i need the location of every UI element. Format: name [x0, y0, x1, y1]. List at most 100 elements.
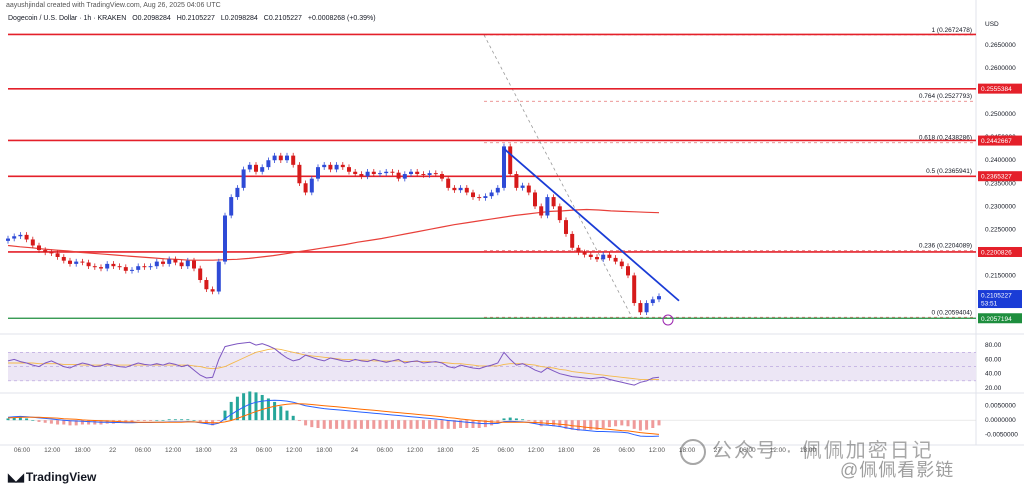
x-tick-label: 18:00 — [195, 447, 212, 454]
candle-body — [61, 256, 66, 261]
macd-histogram-bar — [204, 420, 208, 424]
candle-body — [632, 275, 637, 304]
macd-histogram-bar — [310, 420, 314, 428]
candle-body — [185, 260, 190, 267]
resistance-price-tag-text: 0.2442667 — [981, 138, 1012, 145]
macd-histogram-bar — [25, 418, 29, 421]
candle-body — [477, 197, 482, 199]
wechat-icon — [680, 438, 706, 465]
macd-histogram-bar — [229, 401, 233, 421]
candle-body — [464, 187, 469, 193]
candle-body — [247, 164, 252, 170]
macd-histogram-bar — [12, 417, 16, 421]
macd-histogram-bar — [198, 420, 202, 422]
candle-body — [210, 289, 215, 292]
y-tick-label: 0.2500000 — [985, 111, 1016, 118]
moving-average-line — [7, 208, 660, 261]
resistance-price-tag-text: 0.2200826 — [981, 249, 1012, 256]
macd-histogram-bar — [403, 420, 407, 429]
candle-body — [446, 178, 451, 188]
last-price-tag — [978, 290, 1022, 309]
macd-histogram-bar — [434, 420, 438, 429]
macd-histogram-bar — [620, 420, 624, 426]
macd-histogram-bar — [186, 419, 190, 421]
resistance-price-tag — [978, 171, 1022, 182]
candle-body — [204, 280, 209, 290]
candle-body — [353, 171, 358, 175]
candle-body — [347, 167, 351, 172]
x-tick-label: 06:00 — [739, 447, 756, 454]
candle-body — [309, 178, 314, 193]
candle-body — [216, 261, 221, 292]
candle-body — [365, 171, 370, 177]
y-tick-label: 0.2150000 — [985, 272, 1016, 279]
macd-histogram-bar — [49, 420, 53, 424]
macd-histogram-bar — [167, 419, 171, 421]
macd-histogram-bar — [173, 419, 177, 421]
ohlc-change: +0.0008268 (+0.39%) — [307, 15, 376, 22]
symbol-name[interactable]: Dogecoin / U.S. Dollar · 1h · KRAKEN — [8, 15, 127, 22]
candle-body — [192, 260, 196, 269]
candle-body — [334, 164, 339, 170]
ohlc-close: C0.2105227 — [263, 15, 302, 22]
candle-body — [322, 164, 327, 168]
candle-body — [489, 192, 494, 197]
macd-histogram-bar — [335, 420, 339, 429]
candle-body — [390, 171, 395, 173]
macd-histogram-bar — [341, 420, 345, 429]
x-tick-label: 26 — [593, 447, 601, 454]
macd-histogram-bar — [37, 420, 41, 422]
candle-body — [6, 238, 10, 241]
macd-histogram-bar — [18, 417, 22, 421]
macd-histogram-bar — [6, 418, 10, 421]
fib-level-label: 0 (0.2059404) — [932, 309, 972, 316]
candle-body — [495, 187, 500, 193]
macd-histogram-bar — [43, 420, 47, 423]
candle-body — [340, 164, 345, 168]
macd-histogram-bar — [614, 420, 618, 427]
x-tick-label: 12:00 — [286, 447, 303, 454]
candle-body — [260, 167, 265, 172]
macd-histogram-bar — [155, 420, 159, 421]
candle-body — [402, 174, 407, 179]
y-tick-label: 0.2350000 — [985, 180, 1016, 187]
candle-body — [378, 173, 382, 175]
candle-body — [458, 187, 463, 191]
x-tick-label: 18:00 — [316, 447, 333, 454]
ohlc-high: H0.2105227 — [176, 15, 215, 22]
macd-histogram-bar — [545, 420, 549, 426]
ohlc-open: O0.2098284 — [132, 15, 171, 22]
candle-body — [520, 185, 525, 188]
macd-histogram-bar — [428, 420, 432, 429]
macd-histogram-bar — [68, 420, 72, 426]
macd-histogram-bar — [279, 406, 283, 421]
watermark: 公众号 · 佩佩加密日记 — [680, 434, 934, 465]
candle-body — [74, 261, 79, 264]
macd-histogram-bar — [266, 398, 270, 421]
macd-histogram-bar — [136, 420, 140, 422]
y-tick-label: 0.2400000 — [985, 157, 1016, 164]
candle-body — [111, 263, 116, 267]
candle-body — [626, 266, 630, 276]
candle-body — [68, 260, 72, 264]
rsi-tick-label: 20.00 — [985, 385, 1002, 392]
tradingview-logo[interactable]: ◣◢ TradingView — [8, 470, 96, 484]
candle-body — [607, 254, 612, 258]
countdown-text: 53:51 — [981, 301, 998, 308]
x-tick-label: 06:00 — [256, 447, 273, 454]
macd-histogram-bar — [74, 420, 78, 426]
rsi-line — [7, 341, 660, 386]
candle-body — [415, 171, 420, 175]
macd-histogram-bar — [508, 417, 512, 421]
x-tick-label: 12:00 — [528, 447, 545, 454]
macd-histogram-bar — [366, 420, 370, 429]
macd-histogram-bar — [570, 420, 574, 430]
macd-histogram-bar — [576, 420, 580, 431]
macd-histogram-bar — [409, 420, 413, 429]
macd-histogram-bar — [421, 420, 425, 429]
candle-body — [18, 234, 23, 237]
candle-body — [371, 171, 376, 175]
x-tick-label: 18:00 — [74, 447, 91, 454]
candle-body — [148, 266, 153, 268]
